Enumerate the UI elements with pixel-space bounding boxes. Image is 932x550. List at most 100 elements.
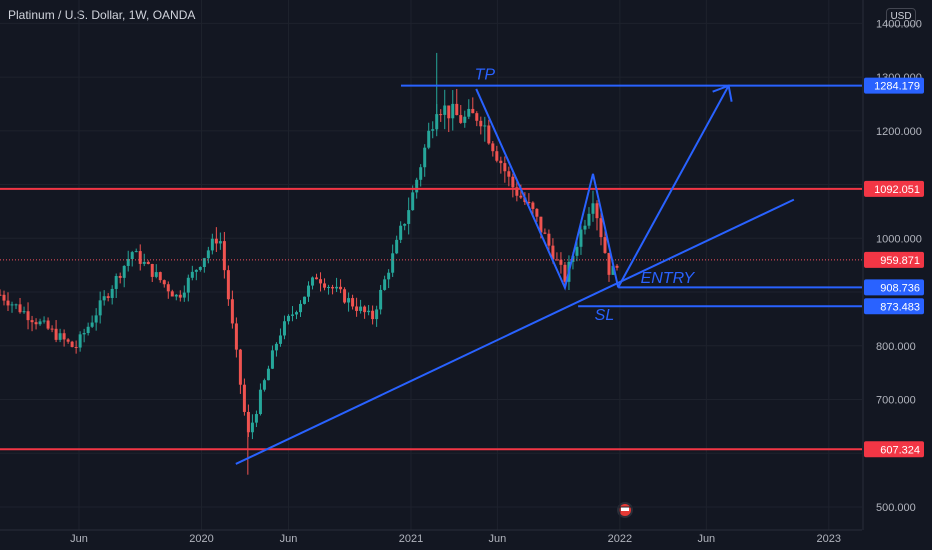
candle (202, 257, 206, 273)
candle-body (491, 143, 495, 152)
candle-body (339, 286, 343, 290)
candle (278, 328, 282, 347)
candle-body (238, 349, 242, 385)
candle (507, 166, 511, 187)
candle (218, 232, 222, 250)
candle (238, 348, 242, 394)
currency-button[interactable]: USD (886, 8, 916, 26)
candle-body (182, 292, 186, 298)
x-tick-label: Jun (697, 533, 715, 545)
candle-body (58, 333, 62, 340)
candle (515, 179, 519, 202)
candle-body (50, 328, 54, 330)
us-flag-icon[interactable] (617, 502, 633, 518)
candle (447, 105, 451, 133)
candle (26, 302, 30, 330)
candle (262, 378, 266, 392)
candle-body (367, 310, 371, 313)
candle (166, 281, 170, 299)
candle-body (250, 422, 254, 433)
candle-body (110, 288, 114, 298)
pattern-line (475, 88, 620, 291)
candle-body (130, 252, 134, 260)
candle-body (419, 167, 423, 180)
candle-body (499, 160, 503, 164)
price-label-box (864, 251, 924, 268)
candle-body (411, 192, 415, 211)
candle (42, 316, 46, 324)
candle-body (403, 223, 407, 226)
candle-body (487, 125, 491, 144)
candle-body (214, 238, 218, 244)
candle (242, 378, 246, 416)
candle (375, 305, 379, 327)
candle (122, 265, 126, 288)
candle-body (298, 303, 302, 313)
candle (138, 244, 142, 271)
candle (246, 404, 250, 437)
candle-body (194, 269, 198, 272)
candle (543, 228, 547, 235)
candle (230, 290, 234, 329)
candle (383, 275, 387, 291)
candle-body (234, 323, 238, 350)
candle-body (543, 232, 547, 234)
candle-body (14, 304, 18, 306)
candle-body (90, 322, 94, 327)
candle (2, 290, 6, 306)
candle-body (282, 321, 286, 336)
candle-body (407, 210, 411, 224)
candle (467, 99, 471, 120)
candle (198, 266, 202, 272)
candle-body (270, 350, 274, 369)
candle-body (70, 341, 74, 347)
candle (226, 265, 230, 306)
candle (463, 110, 467, 128)
candle (451, 90, 455, 131)
price-label-box (864, 441, 924, 458)
candle-body (447, 105, 451, 119)
candle (555, 252, 559, 261)
candle (194, 269, 198, 281)
candle-body (0, 294, 2, 296)
price-label-stop-loss: 873.483 (880, 301, 920, 313)
candle-body (563, 264, 567, 282)
candle-body (535, 208, 539, 217)
candle (282, 315, 286, 340)
candle-body (26, 311, 30, 321)
candle-body (118, 275, 122, 278)
candle (315, 273, 319, 280)
candle-body (431, 129, 435, 131)
price-label-resistance: 1092.051 (874, 184, 920, 196)
y-tick-label: 500.000 (876, 502, 916, 514)
x-tick-label: 2023 (817, 533, 841, 545)
candle (82, 328, 86, 343)
candle (254, 410, 258, 428)
candle (14, 303, 18, 310)
candle (178, 290, 182, 302)
candle-body (134, 251, 138, 253)
candle-body (46, 320, 50, 329)
candle (443, 89, 447, 130)
candle-body (278, 335, 282, 344)
candle (327, 284, 331, 295)
candle-body (222, 241, 226, 271)
candle-body (274, 343, 278, 351)
candle (427, 122, 431, 150)
candle-body (34, 322, 38, 325)
price-label-box (864, 77, 924, 94)
candle-body (363, 306, 367, 313)
price-label-last-price: 959.871 (880, 255, 920, 267)
candle-body (54, 328, 58, 340)
candle (495, 145, 499, 163)
candle (307, 281, 311, 302)
candle (587, 207, 591, 229)
candle-body (503, 163, 507, 172)
candle-body (483, 125, 487, 127)
trend-line (235, 198, 795, 465)
candle (134, 248, 138, 253)
candle-body (86, 326, 90, 334)
candle-body (166, 284, 170, 292)
candle (190, 265, 194, 281)
